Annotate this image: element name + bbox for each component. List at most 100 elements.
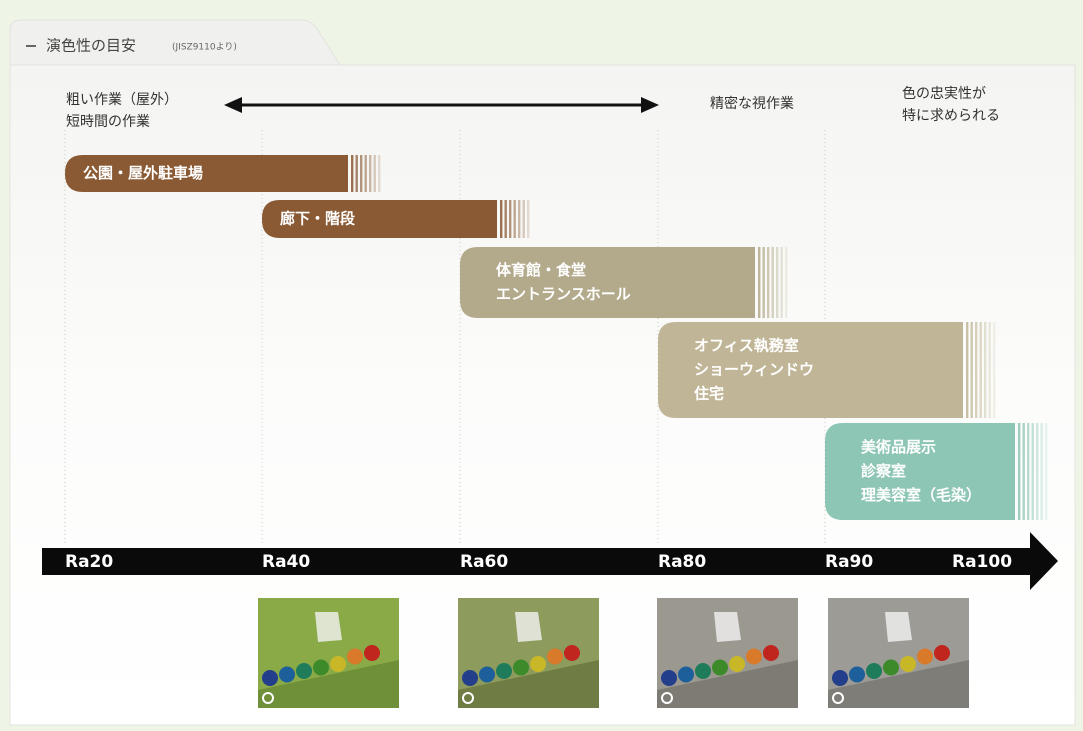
bar-fade [762, 247, 765, 318]
axis-label: Ra100 [952, 552, 1012, 572]
photo-ball [279, 666, 295, 683]
axis-label: Ra40 [262, 552, 310, 572]
photo-ball [364, 645, 380, 661]
bar-fade [378, 155, 381, 192]
bar-fade [1036, 423, 1039, 520]
photo-ball [746, 648, 762, 665]
bar-fade [1018, 423, 1021, 520]
photo-ball [763, 645, 779, 661]
photo-floor [458, 660, 599, 708]
photo-ball [729, 656, 745, 672]
bar-fade [1027, 423, 1030, 520]
photo-card [885, 612, 912, 642]
zoom-icon [661, 692, 673, 704]
bar-fade [351, 155, 354, 192]
bar-label: 廊下・階段 [280, 210, 355, 228]
bar-fade [500, 200, 503, 238]
bar-fade [785, 247, 788, 318]
photo-floor [657, 660, 798, 708]
photo-card [714, 612, 741, 642]
photo-ball [712, 659, 728, 676]
photo-ball [678, 666, 694, 683]
bar-fade [355, 155, 358, 192]
bar [825, 423, 1015, 520]
bar-label: ショーウィンドウ [694, 361, 814, 379]
axis-label: Ra20 [65, 552, 113, 572]
photo-floor [828, 660, 969, 708]
bar-fade [767, 247, 770, 318]
bar-fade [364, 155, 367, 192]
photo-ball [530, 656, 546, 672]
bar-label: オフィス執務室 [694, 337, 799, 355]
bar-label: エントランスホール [496, 285, 631, 303]
bar [460, 247, 755, 318]
bar-fade [373, 155, 376, 192]
bar-fade [360, 155, 363, 192]
tab-note: (JISZ9110より) [172, 42, 237, 53]
bar-label: 公園・屋外駐車場 [83, 164, 203, 182]
photo-ball [347, 648, 363, 665]
photo-ball [695, 663, 711, 679]
photo-ball [849, 666, 865, 683]
axis-arrow [42, 532, 1058, 590]
bar-fade [1045, 423, 1048, 520]
tab [9, 19, 341, 66]
top-label: 特に求められる [902, 108, 1000, 124]
tab-title: 演色性の目安 [46, 37, 136, 55]
bar-fade [780, 247, 783, 318]
bar-fade [1040, 423, 1043, 520]
bar-fade [1022, 423, 1025, 520]
axis-label: Ra60 [460, 552, 508, 572]
bar-fade [1031, 423, 1034, 520]
bar-fade [979, 322, 982, 418]
photo-card [315, 612, 342, 642]
bar-fade [522, 200, 525, 238]
bar-label: 美術品展示 [861, 438, 936, 456]
top-label: 短時間の作業 [66, 114, 150, 130]
bar-fade [518, 200, 521, 238]
photo-ball [917, 648, 933, 665]
photo-ball [934, 645, 950, 661]
axis-label: Ra90 [825, 552, 873, 572]
bar-fade [984, 322, 987, 418]
bar-fade [369, 155, 372, 192]
bar-fade [758, 247, 761, 318]
photo-ball [883, 659, 899, 676]
bar-fade [771, 247, 774, 318]
photo-card [515, 612, 542, 642]
photo-ball [513, 659, 529, 676]
photo-ball [547, 648, 563, 665]
zoom-icon [262, 692, 274, 704]
photo-ball [313, 659, 329, 676]
photo-ball [262, 670, 278, 686]
axis-label: Ra80 [658, 552, 706, 572]
photo-floor [258, 660, 399, 708]
photo-ball [496, 663, 512, 679]
bar [65, 155, 348, 192]
bar-fade [527, 200, 530, 238]
bar-label: 診察室 [861, 462, 906, 480]
photo-ball [832, 670, 848, 686]
bar-fade [975, 322, 978, 418]
photo-ball [479, 666, 495, 683]
zoom-icon [832, 692, 844, 704]
bar [262, 200, 497, 238]
bar-fade [993, 322, 996, 418]
bar-fade [988, 322, 991, 418]
bar-label: 体育館・食堂 [496, 261, 586, 279]
photo-ball [462, 670, 478, 686]
top-label: 粗い作業（屋外） [66, 92, 178, 108]
bar [658, 322, 963, 418]
zoom-icon [462, 692, 474, 704]
bar-fade [776, 247, 779, 318]
top-label: 精密な視作業 [710, 95, 794, 112]
photo-ball [296, 663, 312, 679]
bar-label: 理美容室（毛染） [861, 486, 981, 504]
photo-ball [866, 663, 882, 679]
bar-fade [513, 200, 516, 238]
bar-fade [966, 322, 969, 418]
photo-ball [900, 656, 916, 672]
bar-fade [970, 322, 973, 418]
top-label: 色の忠実性が [902, 85, 986, 102]
